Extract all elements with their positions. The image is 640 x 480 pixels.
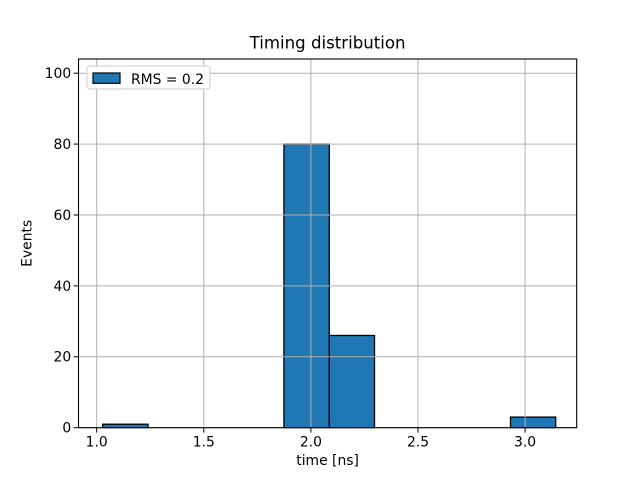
y-tick-label: 40	[54, 279, 72, 295]
x-tick-label: 1.0	[86, 435, 108, 451]
legend: RMS = 0.2	[86, 65, 211, 90]
y-tick-label: 20	[54, 350, 72, 366]
chart-title: Timing distribution	[249, 34, 406, 53]
legend-swatch	[92, 72, 121, 84]
x-tick-label: 1.5	[193, 435, 215, 451]
tick-labels-layer: 1.0 1.5 2.0 2.5 3.0 0 20 40 60 80 100	[45, 66, 536, 450]
x-tick-label: 2.5	[407, 435, 429, 451]
y-tick-label: 80	[54, 137, 72, 153]
x-tick-label: 2.0	[300, 435, 322, 451]
x-tick-label: 3.0	[514, 435, 536, 451]
axes-frame	[77, 58, 578, 429]
y-tick-label: 0	[62, 421, 71, 437]
y-axis-label: Events	[20, 220, 36, 267]
x-axis-label: time [ns]	[296, 453, 359, 469]
histogram-bar	[328, 334, 376, 429]
histogram-bar	[509, 416, 557, 429]
ticks-layer	[73, 72, 526, 433]
y-tick-label: 100	[45, 66, 72, 82]
y-tick-label: 60	[54, 208, 72, 224]
legend-label: RMS = 0.2	[131, 72, 204, 88]
